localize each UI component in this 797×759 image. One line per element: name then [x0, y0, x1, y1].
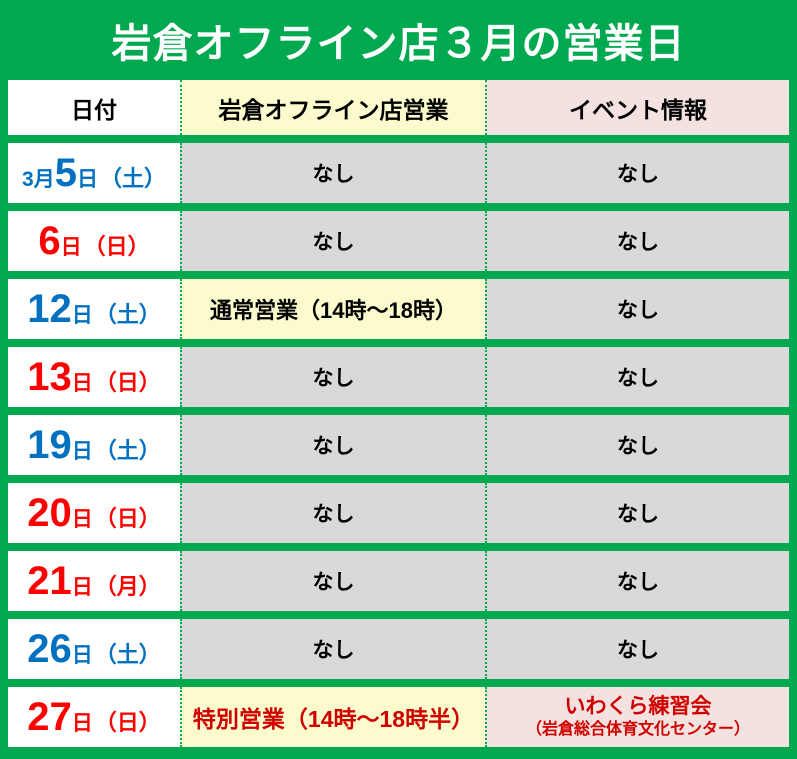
table-row: 27 日（日） 特別営業（14時～18時半） いわくら練習会 （岩倉総合体育文化セ…	[8, 687, 789, 747]
page-title: 岩倉オフライン店３月の営業日	[111, 22, 686, 66]
event-cell: なし	[485, 551, 789, 611]
date-day: 5	[54, 151, 77, 195]
date-weekday: （日）	[94, 370, 161, 395]
table-row: 12 日（土） 通常営業（14時～18時） なし	[8, 279, 789, 339]
date-day: 6	[38, 219, 61, 263]
table-row: 19 日（土） なし なし	[8, 415, 789, 475]
date-cell: 3月 5 日（土）	[8, 143, 180, 203]
date-weekday: （土）	[99, 166, 166, 191]
date-weekday: （日）	[94, 506, 161, 531]
table-header-row: 日付 岩倉オフライン店営業 イベント情報	[8, 80, 789, 135]
column-header-store: 岩倉オフライン店営業	[180, 80, 485, 135]
title-banner: 岩倉オフライン店３月の営業日	[0, 0, 797, 80]
date-weekday: （土）	[94, 438, 161, 463]
date-day: 26	[27, 627, 72, 671]
table-row: 13 日（日） なし なし	[8, 347, 789, 407]
store-cell: なし	[180, 347, 485, 407]
table-row: 26 日（土） なし なし	[8, 619, 789, 679]
event-cell: なし	[485, 415, 789, 475]
event-cell: なし	[485, 279, 789, 339]
date-cell: 13 日（日）	[8, 347, 180, 407]
date-weekday: （土）	[94, 642, 161, 667]
table-row: 21 日（月） なし なし	[8, 551, 789, 611]
date-cell: 27 日（日）	[8, 687, 180, 747]
event-cell: なし	[485, 619, 789, 679]
event-cell: なし	[485, 143, 789, 203]
date-day-unit: 日	[71, 440, 93, 463]
table-row: 6 日（日） なし なし	[8, 211, 789, 271]
date-cell: 20 日（日）	[8, 483, 180, 543]
date-day-unit: 日	[71, 508, 93, 531]
date-weekday: （日）	[94, 710, 161, 735]
store-cell: なし	[180, 415, 485, 475]
date-day: 19	[27, 423, 72, 467]
table-row: 3月 5 日（土） なし なし	[8, 143, 789, 203]
date-day-unit: 日	[60, 236, 82, 259]
column-header-event: イベント情報	[485, 80, 789, 135]
date-day-unit: 日	[71, 372, 93, 395]
event-cell: なし	[485, 483, 789, 543]
date-day: 27	[27, 695, 72, 739]
date-cell: 21 日（月）	[8, 551, 180, 611]
event-cell: なし	[485, 347, 789, 407]
date-day: 20	[27, 491, 72, 535]
business-table: 日付 岩倉オフライン店営業 イベント情報 3月 5 日（土） なし なし 6 日（日）…	[8, 80, 789, 747]
date-weekday: （月）	[94, 574, 161, 599]
date-day-unit: 日	[71, 576, 93, 599]
event-name: いわくら練習会	[564, 694, 712, 718]
date-cell: 26 日（土）	[8, 619, 180, 679]
date-weekday: （土）	[94, 302, 161, 327]
event-venue: （岩倉総合体育文化センター）	[525, 721, 750, 739]
date-day: 21	[27, 559, 72, 603]
store-cell: なし	[180, 619, 485, 679]
store-cell: なし	[180, 211, 485, 271]
date-cell: 12 日（土）	[8, 279, 180, 339]
date-day: 12	[27, 287, 72, 331]
date-weekday: （日）	[83, 234, 150, 259]
date-cell: 6 日（日）	[8, 211, 180, 271]
date-day-unit: 日	[76, 168, 98, 191]
date-day-unit: 日	[71, 712, 93, 735]
store-cell: なし	[180, 483, 485, 543]
table-row: 20 日（日） なし なし	[8, 483, 789, 543]
store-cell-special: 特別営業（14時～18時半）	[180, 687, 485, 747]
event-cell: なし	[485, 211, 789, 271]
date-month: 3月	[22, 168, 55, 191]
date-day: 13	[27, 355, 72, 399]
date-day-unit: 日	[71, 644, 93, 667]
store-cell-open: 通常営業（14時～18時）	[180, 279, 485, 339]
store-cell: なし	[180, 143, 485, 203]
date-cell: 19 日（土）	[8, 415, 180, 475]
column-header-date: 日付	[8, 80, 180, 135]
date-day-unit: 日	[71, 304, 93, 327]
event-cell-special: いわくら練習会 （岩倉総合体育文化センター）	[485, 687, 789, 747]
store-cell: なし	[180, 551, 485, 611]
